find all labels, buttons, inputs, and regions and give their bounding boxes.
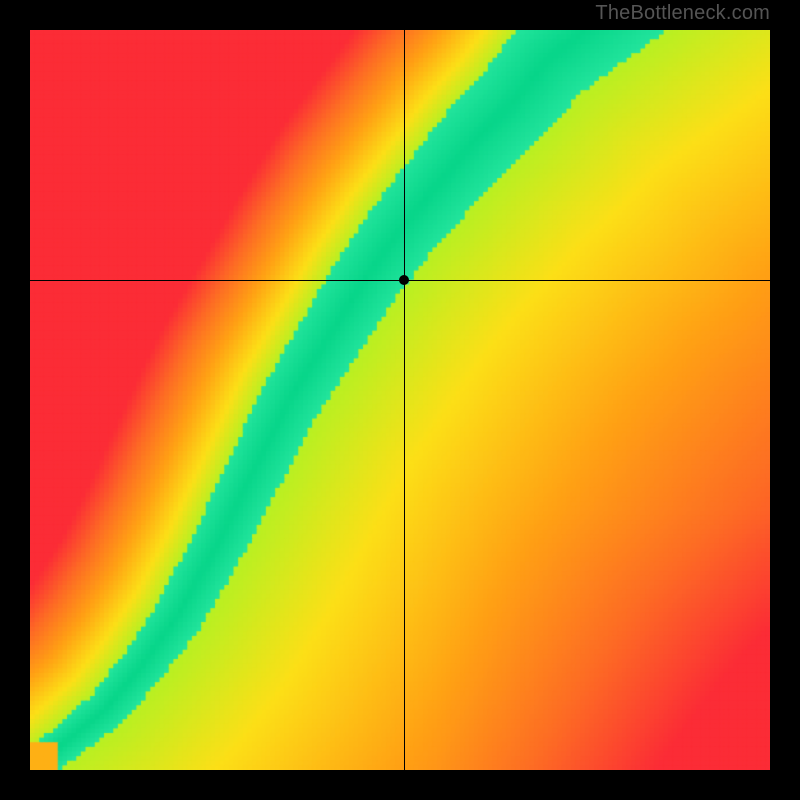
selection-marker-dot — [399, 275, 409, 285]
watermark-text: TheBottleneck.com — [595, 2, 770, 25]
heatmap-canvas — [30, 30, 770, 770]
crosshair-vertical — [404, 30, 405, 770]
bottleneck-heatmap — [30, 30, 770, 770]
